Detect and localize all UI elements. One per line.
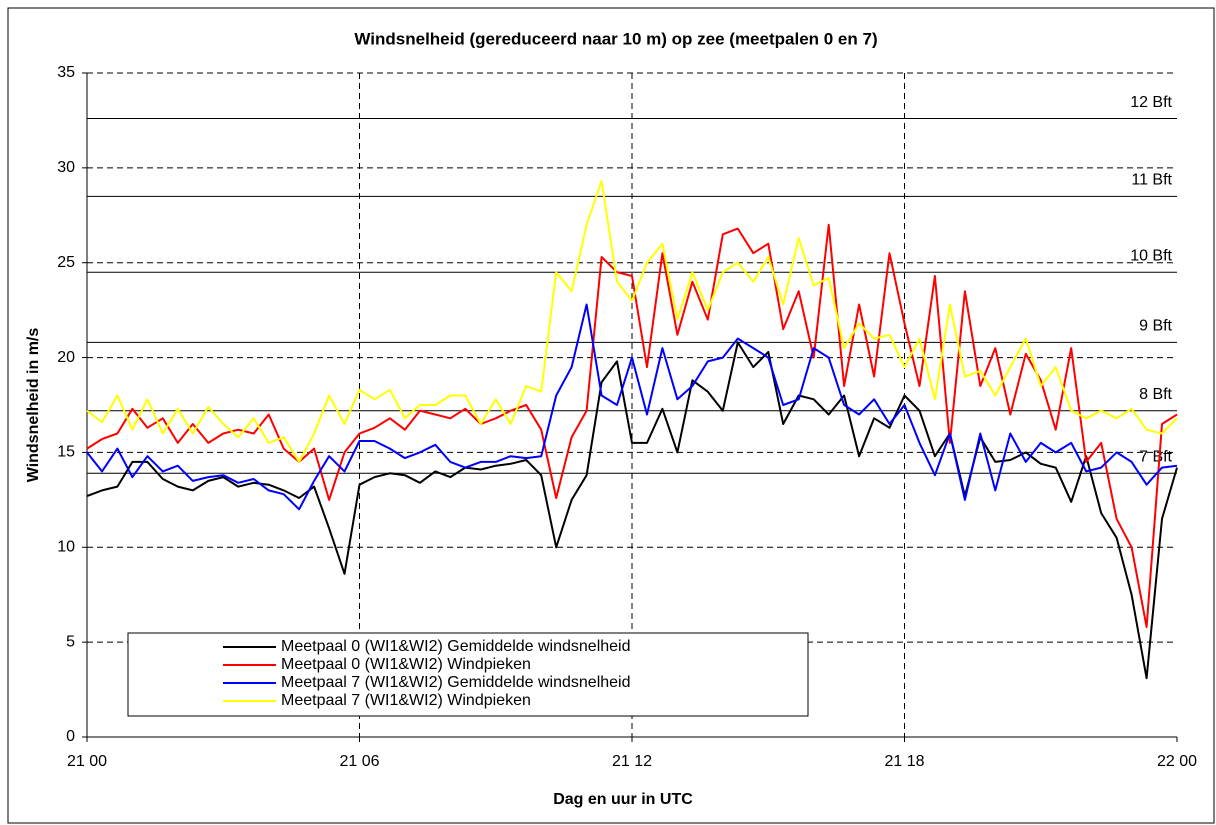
legend-label: Meetpaal 7 (WI1&WI2) Gemiddelde windsnel… bbox=[281, 674, 631, 691]
x-tick-label: 21 18 bbox=[884, 753, 924, 770]
legend-label: Meetpaal 0 (WI1&WI2) Gemiddelde windsnel… bbox=[281, 638, 631, 655]
x-tick-label: 22 00 bbox=[1157, 753, 1197, 770]
y-tick-label: 15 bbox=[57, 444, 75, 461]
beaufort-label: 7 Bft bbox=[1139, 449, 1172, 466]
beaufort-label: 11 Bft bbox=[1131, 172, 1172, 189]
beaufort-label: 9 Bft bbox=[1139, 318, 1172, 335]
y-tick-label: 10 bbox=[57, 539, 75, 556]
y-tick-label: 35 bbox=[57, 64, 75, 81]
x-tick-label: 21 12 bbox=[612, 753, 652, 770]
legend-label: Meetpaal 7 (WI1&WI2) Windpieken bbox=[281, 692, 531, 709]
series-line bbox=[86, 180, 1178, 463]
series-line bbox=[86, 303, 1178, 511]
beaufort-label: 8 Bft bbox=[1139, 386, 1172, 403]
x-tick-label: 21 00 bbox=[67, 753, 107, 770]
series-line bbox=[86, 341, 1178, 680]
y-axis-title: Windsnelheid in m/s bbox=[25, 328, 42, 483]
legend-label: Meetpaal 0 (WI1&WI2) Windpieken bbox=[281, 656, 531, 673]
beaufort-label: 10 Bft bbox=[1130, 247, 1172, 264]
series-line bbox=[86, 223, 1178, 628]
y-tick-label: 5 bbox=[66, 633, 75, 650]
beaufort-label: 12 Bft bbox=[1130, 94, 1172, 111]
y-tick-label: 25 bbox=[57, 254, 75, 271]
y-tick-label: 20 bbox=[57, 349, 75, 366]
chart-title: Windsnelheid (gereduceerd naar 10 m) op … bbox=[354, 29, 877, 48]
x-axis-title: Dag en uur in UTC bbox=[553, 791, 693, 808]
x-tick-label: 21 06 bbox=[339, 753, 379, 770]
y-tick-label: 0 bbox=[66, 728, 75, 745]
y-tick-label: 30 bbox=[57, 159, 75, 176]
